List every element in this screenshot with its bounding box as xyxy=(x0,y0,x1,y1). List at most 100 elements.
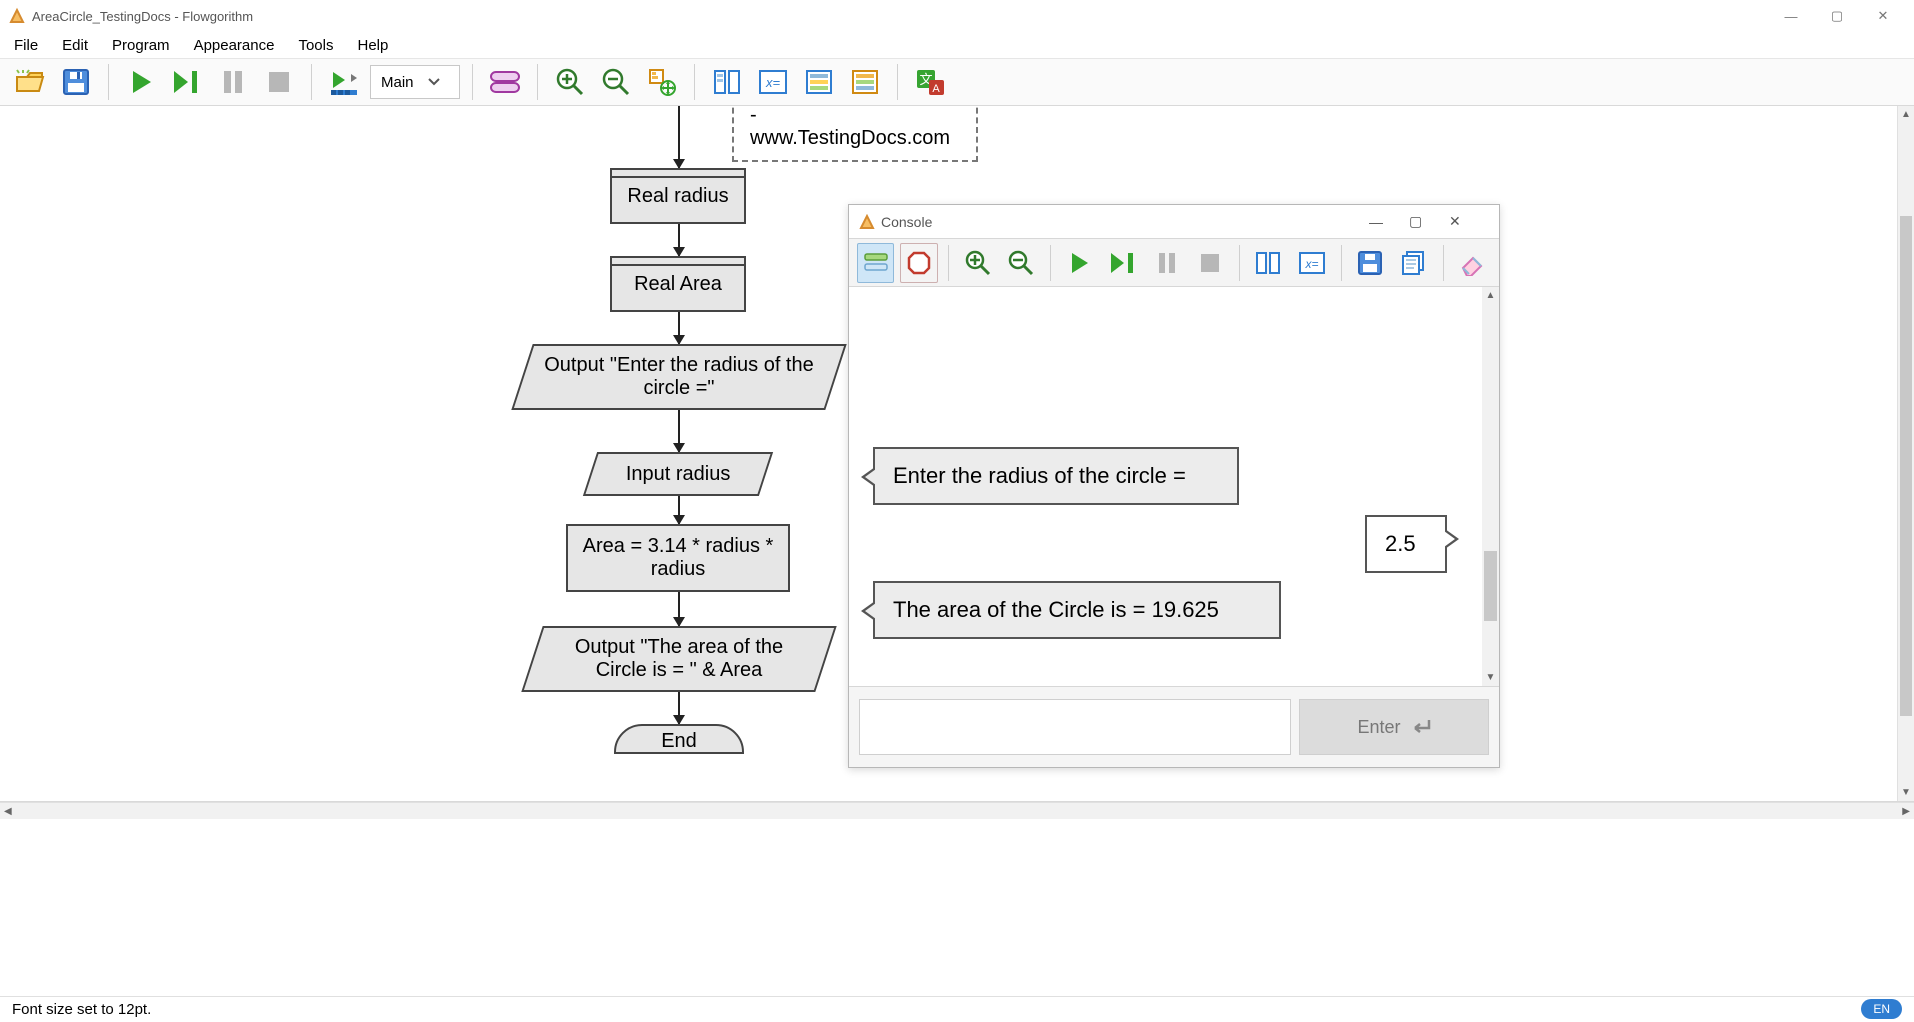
console-vertical-scrollbar[interactable]: ▲ ▼ xyxy=(1482,287,1499,686)
console-step-button[interactable] xyxy=(1104,243,1141,283)
console-input-row: Enter xyxy=(859,699,1489,755)
zoom-in-icon xyxy=(556,68,584,96)
flow-arrow xyxy=(678,312,680,344)
console-stop-button[interactable] xyxy=(900,243,937,283)
scroll-up-arrow[interactable]: ▲ xyxy=(1898,106,1914,123)
flow-node-terminal[interactable]: End xyxy=(614,724,744,754)
add-shape-button[interactable] xyxy=(485,62,525,102)
console-title: Console xyxy=(881,214,932,230)
chart-style1-button[interactable] xyxy=(799,62,839,102)
flow-node-process[interactable]: Area = 3.14 * radius * radius xyxy=(566,524,790,592)
pause-icon xyxy=(222,69,244,95)
console-maximize-button[interactable]: ▢ xyxy=(1409,213,1449,230)
console-minimize-button[interactable]: — xyxy=(1369,214,1409,230)
function-select-value: Main xyxy=(381,74,414,91)
scroll-down-arrow[interactable]: ▼ xyxy=(1482,669,1499,686)
stop-button[interactable] xyxy=(259,62,299,102)
menu-help[interactable]: Help xyxy=(358,37,389,54)
flow-node-declare[interactable]: Real radius xyxy=(610,168,746,224)
flow-node-io[interactable]: Input radius xyxy=(583,452,773,496)
eraser-icon xyxy=(1459,250,1485,276)
console-pause-button[interactable] xyxy=(1148,243,1185,283)
play-icon xyxy=(129,69,153,95)
flow-arrow xyxy=(678,692,680,724)
menu-file[interactable]: File xyxy=(14,37,38,54)
console-zoom-out-button[interactable] xyxy=(1002,243,1039,283)
main-horizontal-scrollbar[interactable]: ◀ ▶ xyxy=(0,802,1914,819)
flow-arrow xyxy=(678,106,680,168)
console-output-bubble: Enter the radius of the circle = xyxy=(873,447,1239,505)
zoom-in-button[interactable] xyxy=(550,62,590,102)
variable-watch-button[interactable]: x= xyxy=(753,62,793,102)
console-columns-button[interactable] xyxy=(1250,243,1287,283)
window-close-button[interactable]: ✕ xyxy=(1860,0,1906,32)
stop-octagon-icon xyxy=(907,251,931,275)
flow-comment[interactable]: - www.TestingDocs.com xyxy=(732,106,978,162)
console-run-button[interactable] xyxy=(1061,243,1098,283)
step-icon xyxy=(1109,251,1137,275)
save-button[interactable] xyxy=(56,62,96,102)
zoom-out-icon xyxy=(1008,250,1034,276)
status-bar: Font size set to 12pt. xyxy=(0,996,1914,1022)
scrollbar-thumb[interactable] xyxy=(1900,216,1912,716)
stop-icon xyxy=(1199,252,1221,274)
variable-watch-icon: x= xyxy=(1298,251,1326,275)
step-button[interactable] xyxy=(167,62,207,102)
toolbar-separator xyxy=(311,64,312,100)
console-stop2-button[interactable] xyxy=(1191,243,1228,283)
flow-node-declare[interactable]: Real Area xyxy=(610,256,746,312)
chart-style1-icon xyxy=(805,69,833,95)
scroll-up-arrow[interactable]: ▲ xyxy=(1482,287,1499,304)
flow-node-io[interactable]: Output "Enter the radius of the circle =… xyxy=(511,344,846,410)
menu-bar: File Edit Program Appearance Tools Help xyxy=(0,32,1914,58)
open-button[interactable] xyxy=(10,62,50,102)
speed-button[interactable] xyxy=(324,62,364,102)
chart-style2-button[interactable] xyxy=(845,62,885,102)
toolbar-separator xyxy=(1341,245,1342,281)
console-chat-view-button[interactable] xyxy=(857,243,894,283)
scroll-down-arrow[interactable]: ▼ xyxy=(1898,784,1914,801)
console-input[interactable] xyxy=(859,699,1291,755)
console-titlebar: Console — ▢ ✕ xyxy=(849,205,1499,239)
window-minimize-button[interactable]: — xyxy=(1768,0,1814,32)
main-vertical-scrollbar[interactable]: ▲ ▼ xyxy=(1897,106,1914,801)
variable-watch-icon: x= xyxy=(758,69,788,95)
menu-program[interactable]: Program xyxy=(112,37,170,54)
flow-arrow xyxy=(678,410,680,452)
layout-columns-icon xyxy=(713,69,741,95)
close-icon: ✕ xyxy=(1878,8,1889,24)
window-maximize-button[interactable]: ▢ xyxy=(1814,0,1860,32)
translate-button[interactable]: 文A xyxy=(910,62,950,102)
flow-node-io[interactable]: Output "The area of the Circle is = " & … xyxy=(521,626,836,692)
svg-text:x=: x= xyxy=(765,75,781,90)
console-vars-button[interactable]: x= xyxy=(1293,243,1330,283)
pause-button[interactable] xyxy=(213,62,253,102)
scrollbar-thumb[interactable] xyxy=(1484,551,1497,621)
function-select[interactable]: Main xyxy=(370,65,460,99)
console-close-button[interactable]: ✕ xyxy=(1449,213,1489,230)
chat-view-icon xyxy=(863,252,889,274)
scroll-left-arrow[interactable]: ◀ xyxy=(4,806,12,817)
menu-tools[interactable]: Tools xyxy=(298,37,333,54)
console-save-button[interactable] xyxy=(1352,243,1389,283)
svg-text:x=: x= xyxy=(1304,257,1318,271)
play-icon xyxy=(1069,251,1091,275)
layout-columns-button[interactable] xyxy=(707,62,747,102)
zoom-out-button[interactable] xyxy=(596,62,636,102)
toolbar-separator xyxy=(897,64,898,100)
console-toolbar: x= xyxy=(849,239,1499,287)
language-indicator[interactable]: EN xyxy=(1861,999,1902,1019)
stop-icon xyxy=(267,70,291,94)
toolbar-separator xyxy=(108,64,109,100)
console-enter-button[interactable]: Enter xyxy=(1299,699,1489,755)
menu-appearance[interactable]: Appearance xyxy=(194,37,275,54)
run-button[interactable] xyxy=(121,62,161,102)
menu-edit[interactable]: Edit xyxy=(62,37,88,54)
fit-layout-button[interactable] xyxy=(642,62,682,102)
console-output-area: ▲ ▼ Enter the radius of the circle =2.5T… xyxy=(849,287,1499,687)
scroll-right-arrow[interactable]: ▶ xyxy=(1902,806,1910,817)
console-zoom-in-button[interactable] xyxy=(959,243,996,283)
copy-icon xyxy=(1401,250,1427,276)
console-copy-button[interactable] xyxy=(1395,243,1432,283)
console-clear-button[interactable] xyxy=(1454,243,1491,283)
